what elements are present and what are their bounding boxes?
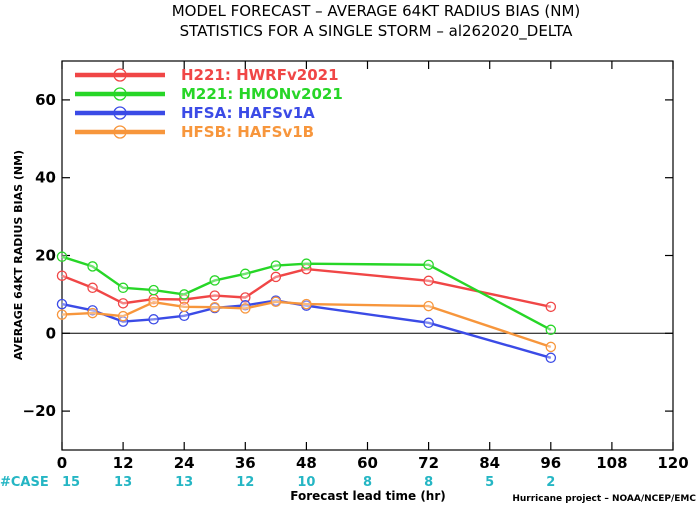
data-point [240,292,251,303]
y-tick-label: 0 [46,324,56,342]
data-point [178,310,190,322]
data-point [87,261,98,272]
legend-marker [113,68,127,82]
case-count: 15 [62,475,80,490]
data-point [209,275,220,286]
legend-item: H221: HWRFv2021 [75,66,339,84]
data-point [423,259,434,271]
data-point [301,258,312,269]
case-count: 10 [297,475,315,490]
data-point [87,282,98,294]
series-1 [56,263,557,313]
y-tick-label: 20 [35,247,56,265]
x-tick-label: 84 [479,454,500,472]
data-point [148,296,159,308]
data-point [545,352,557,364]
legend-label: H221: HWRFv2021 [181,66,339,84]
legend-item: HFSA: HAFSv1A [75,104,315,122]
case-count: 13 [175,475,193,490]
legend-item: M221: HMONv2021 [75,85,343,103]
data-point [56,298,68,310]
x-axis-label: Forecast lead time (hr) [290,489,446,503]
legend-label: HFSB: HAFSv1B [181,123,314,141]
data-point [178,289,190,300]
legend-marker [113,87,127,101]
x-tick-label: 24 [174,454,195,472]
case-count: 13 [114,475,132,490]
data-point [270,296,282,308]
legend-marker [113,125,127,139]
legend-label: HFSA: HAFSv1A [181,104,315,122]
case-count: 8 [363,475,372,490]
x-tick-label: 108 [596,454,627,472]
data-point [423,275,434,287]
case-count: 2 [546,475,555,490]
y-tick-label: 40 [35,169,56,187]
data-point [87,307,98,319]
x-tick-label: 96 [540,454,561,472]
data-point [270,271,282,283]
x-tick-label: 60 [357,454,378,472]
data-point [423,300,434,312]
data-point [209,290,220,301]
data-point [148,314,159,325]
legend-label: M221: HMONv2021 [181,85,343,103]
case-count: 8 [424,475,433,490]
x-tick-label: 120 [657,454,688,472]
series-line [61,255,552,331]
credit-text: Hurricane project – NOAA/NCEP/EMC [512,494,696,504]
data-point [117,310,129,322]
data-point [270,260,282,271]
x-tick-label: 36 [235,454,256,472]
y-tick-label: −20 [23,402,56,420]
data-point [178,301,190,313]
x-tick-label: 48 [296,454,317,472]
y-tick-label: 60 [35,91,56,109]
legend-marker [113,106,127,120]
chart-title-line2: STATISTICS FOR A SINGLE STORM – al262020… [180,22,573,41]
x-tick-label: 12 [113,454,134,472]
data-point [209,301,220,313]
data-point [240,268,251,280]
data-point [240,303,251,314]
case-count: 5 [485,475,494,490]
series-4 [56,296,557,353]
data-point [56,270,68,281]
data-point [148,284,159,296]
case-count: 12 [236,475,254,490]
y-axis-label: AVERAGE 64KT RADIUS BIAS (NM) [12,150,25,360]
data-point [56,251,68,262]
series-line [61,300,552,349]
data-point [301,298,312,310]
data-point [423,317,434,329]
plot-area [61,60,674,451]
x-tick-label: 0 [57,454,67,472]
series-line [61,267,552,308]
chart-title-line1: MODEL FORECAST – AVERAGE 64KT RADIUS BIA… [172,2,581,20]
axes-layer: 0 12 24 36 48 60 72 84 96 108 120 −20 0 20 40 60 [23,61,689,472]
data-point [545,324,557,336]
x-tick-label: 72 [418,454,439,472]
legend-item: HFSB: HAFSv1B [75,123,314,141]
data-point [117,282,129,294]
data-point [545,341,557,353]
case-counts: 15 13 13 12 10 8 8 5 2 [62,475,555,490]
case-count-label: #CASE [0,475,49,490]
data-point [545,301,557,313]
data-point [56,309,68,320]
series-layer [56,251,557,364]
series-2 [56,251,557,336]
data-point [117,298,129,309]
